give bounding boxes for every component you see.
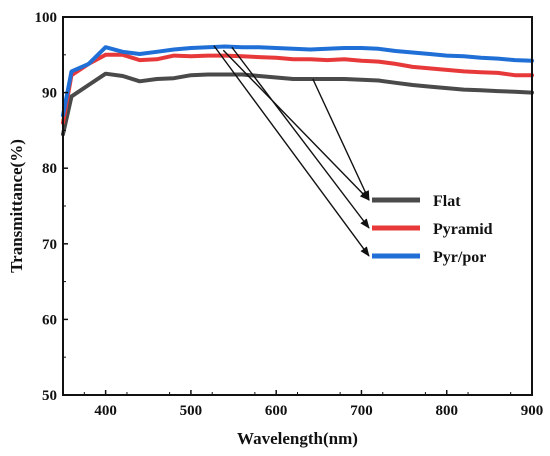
y-tick-label: 50 (42, 388, 57, 404)
y-tick-label: 60 (42, 312, 57, 328)
annotation-arrows (213, 45, 370, 257)
y-tick-label: 80 (42, 161, 57, 177)
axis-layer: 400 500 600 700 800 900 50 60 70 80 90 100 (35, 10, 544, 419)
y-tick-label: 90 (42, 86, 57, 102)
legend: Flat Pyramid Pyr/por (372, 193, 493, 266)
y-axis-title: Transmittance(%) (7, 139, 26, 273)
series-line-pyr-por (61, 44, 534, 118)
legend-label: Pyr/por (433, 249, 486, 266)
x-tick-label: 600 (265, 403, 288, 419)
annotation-arrow (312, 78, 370, 201)
series-line-flat (61, 71, 534, 137)
y-tick-label: 100 (35, 10, 58, 26)
x-tick-label: 800 (435, 403, 458, 419)
legend-label: Pyramid (433, 221, 493, 238)
x-axis-title: Wavelength(nm) (237, 429, 358, 448)
annotation-arrow (213, 45, 370, 257)
y-tick-label: 70 (42, 237, 57, 253)
legend-label: Flat (433, 193, 461, 210)
x-tick-label: 900 (521, 403, 544, 419)
x-tick-label: 400 (94, 403, 117, 419)
series-layer (61, 44, 534, 137)
x-tick-label: 500 (180, 403, 203, 419)
series-line-pyramid (61, 52, 534, 125)
annotation-arrow (222, 49, 370, 201)
x-tick-label: 700 (350, 403, 373, 419)
annotation-arrow (231, 46, 370, 229)
